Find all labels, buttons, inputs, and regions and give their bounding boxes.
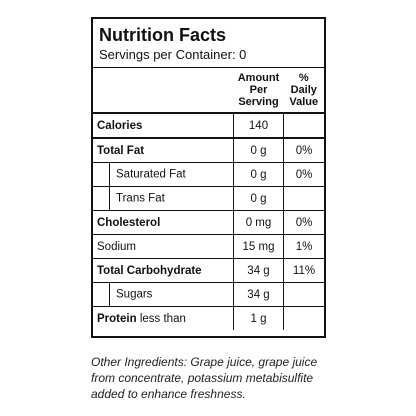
daily-value: 1% <box>283 234 324 259</box>
amount: 0 g <box>233 186 284 211</box>
nutrient-note: less than <box>139 312 186 325</box>
daily-value: 0% <box>283 210 324 235</box>
daily-value: 11% <box>283 258 324 283</box>
row: Trans Fat 0 g <box>93 186 324 211</box>
ingredients-line: Other Ingredients: Grape juice, grape ju… <box>91 355 318 369</box>
amount: 34 g <box>233 282 284 307</box>
ingredients: Other Ingredients: Grape juice, grape ju… <box>91 354 317 402</box>
row: Cholesterol 0 mg 0% <box>93 210 324 235</box>
daily-value <box>283 282 324 307</box>
amount: 140 <box>233 112 284 139</box>
row: Calories 140 <box>93 112 324 139</box>
daily-value <box>283 112 324 139</box>
nutrient-cell: Protein less than <box>93 306 234 330</box>
nutrient: Total Fat <box>93 137 234 163</box>
nutrient-cell: Saturated Fat <box>93 162 234 187</box>
daily-value <box>283 186 324 211</box>
row: Sodium 15 mg 1% <box>93 234 324 259</box>
ingredients-line: added to enhance freshness. <box>91 387 246 401</box>
ingredients-line: from concentrate, potassium metabisulfit… <box>91 371 314 385</box>
nutrient: Cholesterol <box>93 210 234 235</box>
amount: 0 mg <box>233 210 284 235</box>
amount: 15 mg <box>233 234 284 259</box>
column-header: Amount Per Serving <box>233 67 284 114</box>
row: Saturated Fat 0 g 0% <box>93 162 324 187</box>
nutrient: Sodium <box>93 234 234 259</box>
nutrition-table: Amount Per Serving % Daily Value Calorie… <box>93 67 324 330</box>
nutrient-cell: Trans Fat <box>93 186 234 211</box>
nutrient: Trans Fat <box>116 192 165 205</box>
nutrition-label: Nutrition Facts Servings per Container: … <box>91 17 326 338</box>
nutrient: Saturated Fat <box>116 168 186 181</box>
daily-value <box>283 306 324 330</box>
nutrient: Protein <box>97 312 137 325</box>
amount: 0 g <box>233 162 284 187</box>
cell <box>93 67 234 114</box>
daily-value: 0% <box>283 162 324 187</box>
nutrient: Sugars <box>116 288 153 301</box>
row: Total Carbohydrate 34 g 11% <box>93 258 324 283</box>
title: Nutrition Facts <box>99 25 227 45</box>
row: Sugars 34 g <box>93 282 324 307</box>
nutrient-cell: Sugars <box>93 282 234 307</box>
servings: Servings per Container: 0 <box>99 47 247 62</box>
amount: 1 g <box>233 306 284 330</box>
nutrient: Total Carbohydrate <box>93 258 234 283</box>
amount: 34 g <box>233 258 284 283</box>
row: Protein less than 1 g <box>93 306 324 330</box>
column-header: % Daily Value <box>283 67 324 114</box>
row: Total Fat 0 g 0% <box>93 137 324 163</box>
amount: 0 g <box>233 137 284 163</box>
nutrient: Calories <box>93 112 234 139</box>
daily-value: 0% <box>283 137 324 163</box>
header-row: Amount Per Serving % Daily Value <box>93 67 324 114</box>
